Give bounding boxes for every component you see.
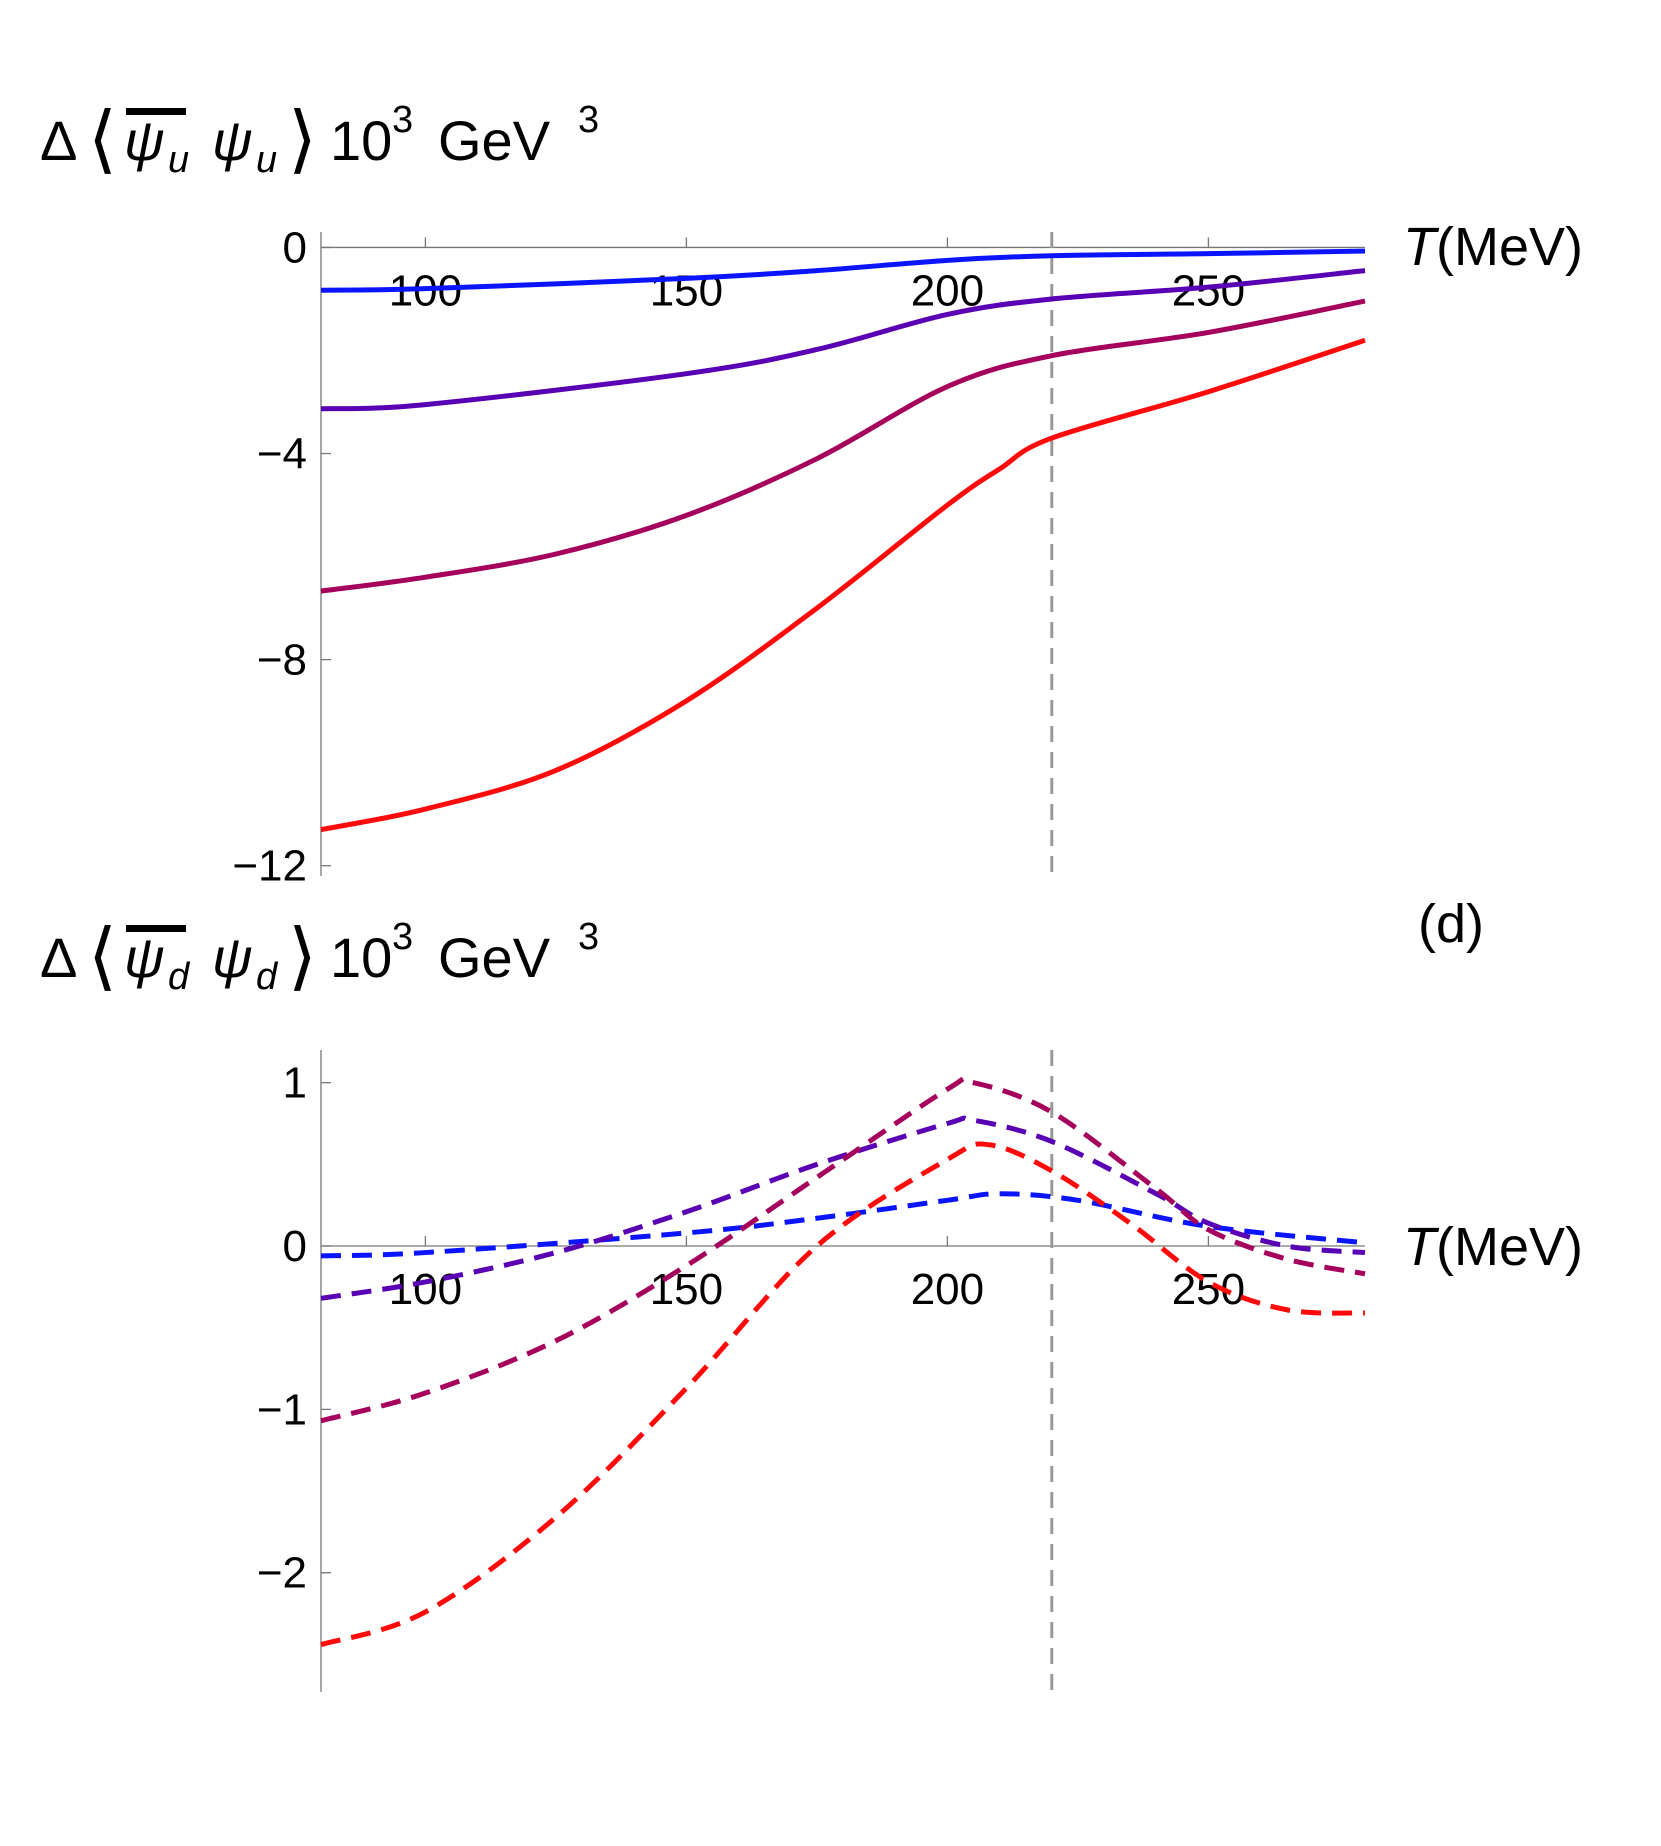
ylabel-unit-exp: 3 bbox=[578, 99, 599, 141]
series-3-line bbox=[320, 298, 1366, 594]
y-axis-label: Δ ⟨ ψ d ψ d ⟩ 10 3 GeV 3 bbox=[40, 914, 599, 998]
ylabel-sub-1: d bbox=[168, 956, 191, 998]
x-axis-label: T(MeV) bbox=[1403, 1217, 1583, 1277]
panel-label: (d) bbox=[1418, 894, 1484, 954]
ylabel-sub-2: u bbox=[256, 139, 277, 181]
x-tick-label: 200 bbox=[911, 1265, 984, 1314]
x-axis-unit: (MeV) bbox=[1436, 1217, 1583, 1277]
x-tick-label: 100 bbox=[389, 1265, 462, 1314]
ylabel-delta: Δ bbox=[40, 926, 77, 989]
x-axis-var: T bbox=[1403, 217, 1440, 277]
x-tick-label: 250 bbox=[1172, 1265, 1245, 1314]
ylabel-open-bracket: ⟨ bbox=[88, 914, 117, 997]
ylabel-unit: GeV bbox=[438, 926, 551, 989]
series-2-line bbox=[320, 268, 1366, 412]
ylabel-factor: 10 bbox=[330, 926, 392, 989]
ylabel-close-bracket: ⟩ bbox=[288, 914, 317, 997]
overbar bbox=[126, 925, 186, 932]
ylabel-factor-exp: 3 bbox=[392, 99, 413, 141]
series-4-line bbox=[320, 337, 1366, 833]
y-tick-label: −12 bbox=[232, 842, 307, 891]
ylabel-sub-2: d bbox=[256, 956, 279, 998]
ylabel-factor-exp: 3 bbox=[392, 916, 413, 958]
ylabel-factor: 10 bbox=[330, 109, 392, 172]
ylabel-psi-bar: ψ bbox=[124, 109, 165, 172]
y-tick-label: −8 bbox=[257, 636, 307, 685]
ylabel-psi-bar: ψ bbox=[124, 926, 165, 989]
series-3-line bbox=[320, 1076, 1366, 1424]
x-axis-unit: (MeV) bbox=[1436, 217, 1583, 277]
series-2-line bbox=[320, 1115, 1366, 1301]
ylabel-sub-1: u bbox=[168, 139, 189, 181]
y-tick-label: 1 bbox=[283, 1059, 307, 1108]
y-tick-label: 0 bbox=[283, 1222, 307, 1271]
y-tick-label: −2 bbox=[257, 1549, 307, 1598]
overbar bbox=[126, 108, 186, 115]
ylabel-psi: ψ bbox=[212, 109, 253, 172]
y-tick-label: −1 bbox=[257, 1385, 307, 1434]
ylabel-delta: Δ bbox=[40, 109, 77, 172]
x-axis-var: T bbox=[1403, 1217, 1440, 1277]
ylabel-psi: ψ bbox=[212, 926, 253, 989]
y-axis-label: Δ ⟨ ψ u ψ u ⟩ 10 3 GeV 3 bbox=[40, 97, 599, 181]
x-axis-label: T(MeV) bbox=[1403, 217, 1583, 277]
series-4-line bbox=[320, 1141, 1366, 1648]
series-1-line bbox=[320, 1191, 1366, 1259]
y-tick-label: −4 bbox=[257, 430, 307, 479]
ylabel-unit-exp: 3 bbox=[578, 916, 599, 958]
ylabel-open-bracket: ⟨ bbox=[88, 97, 117, 180]
x-tick-label: 150 bbox=[650, 1265, 723, 1314]
ylabel-unit: GeV bbox=[438, 109, 551, 172]
y-tick-label: 0 bbox=[283, 223, 307, 272]
ylabel-close-bracket: ⟩ bbox=[288, 97, 317, 180]
x-tick-label: 150 bbox=[650, 266, 723, 315]
series-1-line bbox=[320, 248, 1366, 293]
